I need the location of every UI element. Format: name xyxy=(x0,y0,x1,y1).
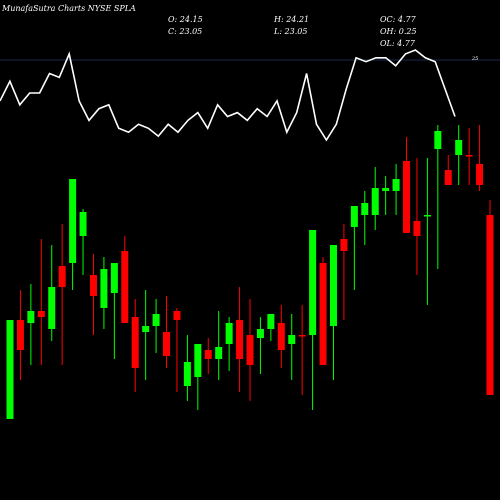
candle-body xyxy=(69,179,77,263)
ohlc-ol: OL: 4.77 xyxy=(380,39,415,48)
candle-body xyxy=(152,314,160,326)
candle-body xyxy=(194,344,202,377)
candle-body xyxy=(403,161,411,233)
candle-body xyxy=(465,155,473,157)
candle-body xyxy=(48,287,56,329)
candle-body xyxy=(225,323,233,344)
ohlc-high: H: 24.21 xyxy=(274,15,310,24)
candle-body xyxy=(131,317,139,368)
candle-body xyxy=(319,263,327,365)
candle-body xyxy=(413,221,421,236)
ohlc-close: C: 23.05 xyxy=(168,27,203,36)
candle-body xyxy=(100,269,108,308)
ohlc-open: O: 24.15 xyxy=(168,15,203,24)
candle-body xyxy=(121,251,129,323)
candle-body xyxy=(37,311,45,317)
candle-body xyxy=(163,332,171,356)
candle-body xyxy=(486,215,494,395)
candle-body xyxy=(309,230,317,335)
candle-body xyxy=(267,314,275,329)
candle-body xyxy=(361,203,369,215)
candle-body xyxy=(79,212,87,236)
ohlc-oc: OC: 4.77 xyxy=(380,15,416,24)
candle-body xyxy=(329,245,337,326)
candle-body xyxy=(392,179,400,191)
candle-body xyxy=(455,140,463,155)
candle-body xyxy=(89,275,97,296)
candle-body xyxy=(183,362,191,386)
candle-body xyxy=(27,311,35,323)
overlay-line xyxy=(0,49,456,142)
candle-body xyxy=(298,335,306,337)
candle-body xyxy=(173,311,181,320)
candle-body xyxy=(246,335,254,365)
candle-body xyxy=(434,131,442,149)
candle-body xyxy=(16,320,24,350)
ohlc-oh: OH: 0.25 xyxy=(380,27,417,36)
candle-body xyxy=(204,350,212,359)
candle-body xyxy=(350,206,358,227)
candle-body xyxy=(340,239,348,251)
right-axis-label: 25 xyxy=(472,56,479,62)
candle-body xyxy=(476,164,484,185)
candles-group xyxy=(6,125,494,419)
ohlc-low: L: 23.05 xyxy=(274,27,308,36)
candle-body xyxy=(288,335,296,344)
candle-body xyxy=(382,188,390,191)
candle-body xyxy=(142,326,150,332)
candle-body xyxy=(371,188,379,215)
watermark-title: MunafaSutra Charts NYSE SPLA xyxy=(2,4,136,13)
candle-body xyxy=(236,320,244,359)
candle-body xyxy=(444,170,452,185)
candle-body xyxy=(215,347,223,359)
candle-body xyxy=(277,323,285,350)
candle-body xyxy=(58,266,66,287)
candle-body xyxy=(6,320,14,419)
candle-body xyxy=(256,329,264,338)
candle-body xyxy=(110,263,118,293)
candle-body xyxy=(423,215,431,217)
